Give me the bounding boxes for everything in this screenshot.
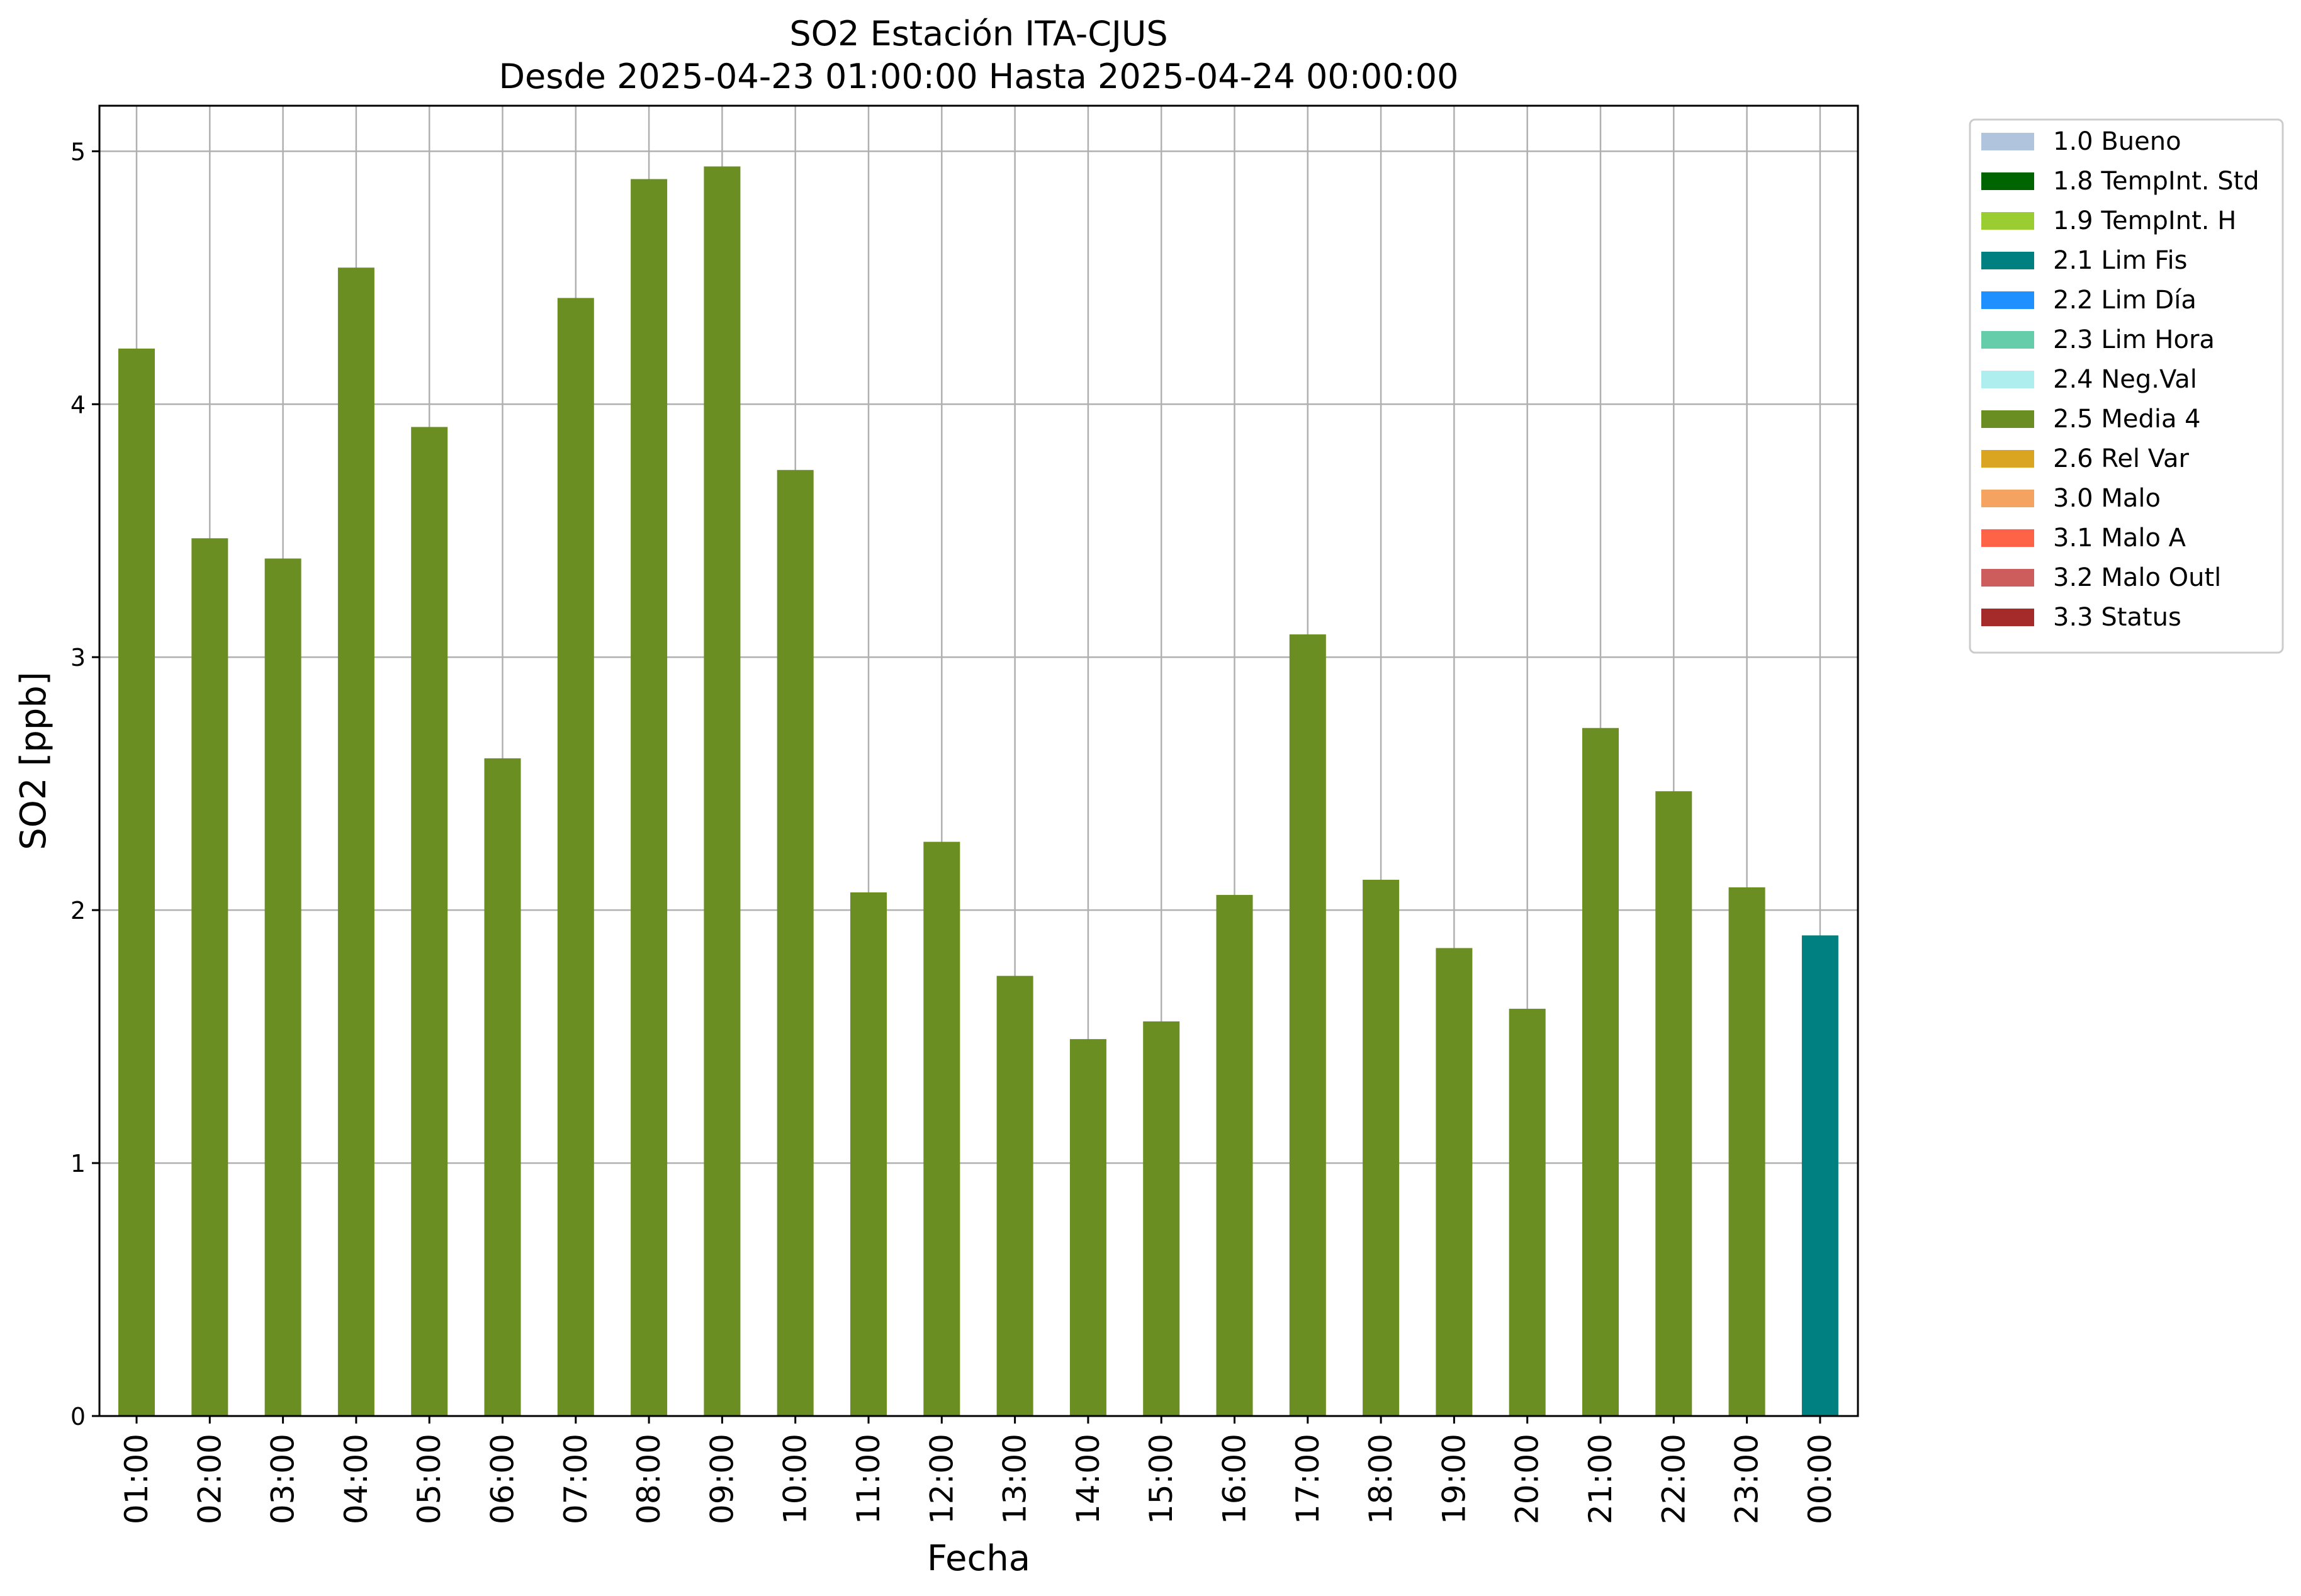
legend-label: 2.2 Lim Día xyxy=(2053,286,2197,315)
bar xyxy=(1143,1021,1180,1416)
bar xyxy=(704,166,741,1416)
legend-label: 3.2 Malo Outl xyxy=(2053,563,2221,592)
y-axis-label: SO2 [ppb] xyxy=(13,672,54,850)
legend-label: 2.1 Lim Fis xyxy=(2053,246,2187,275)
x-tick-label: 18:00 xyxy=(1363,1434,1399,1524)
bar xyxy=(1216,895,1253,1416)
bar xyxy=(1363,879,1400,1416)
bar xyxy=(557,298,594,1417)
bar xyxy=(850,892,887,1416)
legend-swatch xyxy=(1981,371,2034,388)
legend-label: 1.9 TempInt. H xyxy=(2053,206,2236,235)
x-tick-label: 14:00 xyxy=(1070,1434,1106,1524)
x-tick-label: 20:00 xyxy=(1509,1434,1546,1524)
legend-swatch xyxy=(1981,490,2034,507)
bar xyxy=(923,841,960,1416)
legend-label: 3.0 Malo xyxy=(2053,484,2161,513)
bar xyxy=(337,267,374,1416)
chart-subtitle: Desde 2025-04-23 01:00:00 Hasta 2025-04-… xyxy=(498,57,1458,96)
legend: 1.0 Bueno 1.8 TempInt. Std 1.9 TempInt. H 2… xyxy=(1969,118,2284,654)
bar xyxy=(1289,634,1326,1417)
y-tick-label: 1 xyxy=(70,1150,86,1177)
y-tick-label: 5 xyxy=(70,138,86,166)
y-tick-label: 2 xyxy=(70,897,86,924)
x-tick-label: 19:00 xyxy=(1436,1434,1472,1524)
legend-label: 3.3 Status xyxy=(2053,603,2181,632)
x-tick-label: 13:00 xyxy=(997,1434,1033,1524)
legend-label: 2.3 Lim Hora xyxy=(2053,325,2215,354)
x-tick-label: 07:00 xyxy=(558,1434,594,1524)
legend-label: 2.4 Neg.Val xyxy=(2053,365,2197,394)
bar xyxy=(484,758,521,1416)
legend-swatch xyxy=(1981,133,2034,150)
y-axis-ticks: 0 1 2 3 4 5 xyxy=(70,138,99,1430)
y-tick-label: 4 xyxy=(70,391,86,419)
x-tick-label: 21:00 xyxy=(1582,1434,1619,1524)
bar xyxy=(264,558,301,1417)
x-tick-label: 04:00 xyxy=(338,1434,374,1524)
chart-title: SO2 Estación ITA-CJUS xyxy=(789,14,1167,53)
bar xyxy=(631,179,668,1417)
x-tick-label: 11:00 xyxy=(850,1434,887,1524)
legend-swatch xyxy=(1981,212,2034,230)
x-tick-label: 08:00 xyxy=(631,1434,667,1524)
x-tick-label: 09:00 xyxy=(704,1434,740,1524)
legend-label: 2.5 Media 4 xyxy=(2053,405,2201,434)
bar xyxy=(1655,791,1692,1416)
y-tick-label: 3 xyxy=(70,644,86,672)
y-tick-label: 0 xyxy=(70,1403,86,1430)
x-tick-label: 12:00 xyxy=(923,1434,960,1524)
x-tick-label: 03:00 xyxy=(265,1434,301,1524)
legend-swatch xyxy=(1981,172,2034,190)
x-tick-label: 23:00 xyxy=(1729,1434,1765,1524)
bar xyxy=(411,427,448,1417)
plot-frame xyxy=(98,104,1859,1417)
legend-swatch xyxy=(1981,252,2034,269)
legend-label: 3.1 Malo A xyxy=(2053,524,2186,553)
x-tick-label: 02:00 xyxy=(191,1434,228,1524)
bar xyxy=(191,538,228,1416)
x-tick-label: 00:00 xyxy=(1802,1434,1838,1524)
legend-label: 2.6 Rel Var xyxy=(2053,444,2190,473)
legend-swatch xyxy=(1981,450,2034,468)
bar xyxy=(1582,728,1619,1416)
legend-label: 1.8 TempInt. Std xyxy=(2053,167,2259,196)
bar xyxy=(1509,1008,1546,1416)
bar xyxy=(777,469,814,1416)
x-tick-label: 16:00 xyxy=(1217,1434,1253,1524)
bar xyxy=(996,975,1033,1416)
x-tick-label: 10:00 xyxy=(777,1434,814,1524)
x-axis-ticks: 01:00 02:00 03:00 04:00 05:00 06:00 07:00 08:00… xyxy=(118,1416,1838,1524)
x-tick-label: 17:00 xyxy=(1290,1434,1326,1524)
x-axis-label: Fecha xyxy=(927,1538,1030,1579)
legend-swatch xyxy=(1981,331,2034,349)
legend-swatch xyxy=(1981,291,2034,309)
bar xyxy=(1069,1039,1106,1416)
x-tick-label: 01:00 xyxy=(118,1434,155,1524)
legend-swatch xyxy=(1981,569,2034,587)
x-tick-label: 06:00 xyxy=(485,1434,521,1524)
x-tick-label: 15:00 xyxy=(1143,1434,1179,1524)
bar xyxy=(1801,935,1838,1416)
legend-label: 1.0 Bueno xyxy=(2053,127,2181,156)
x-tick-label: 22:00 xyxy=(1655,1434,1692,1524)
bar xyxy=(1436,948,1473,1416)
bar xyxy=(118,348,155,1416)
bars xyxy=(118,166,1838,1417)
legend-swatch xyxy=(1981,410,2034,428)
legend-swatch xyxy=(1981,609,2034,626)
bar xyxy=(1728,887,1765,1416)
x-tick-label: 05:00 xyxy=(411,1434,447,1524)
legend-swatch xyxy=(1981,529,2034,547)
legend-box xyxy=(1969,118,2284,654)
